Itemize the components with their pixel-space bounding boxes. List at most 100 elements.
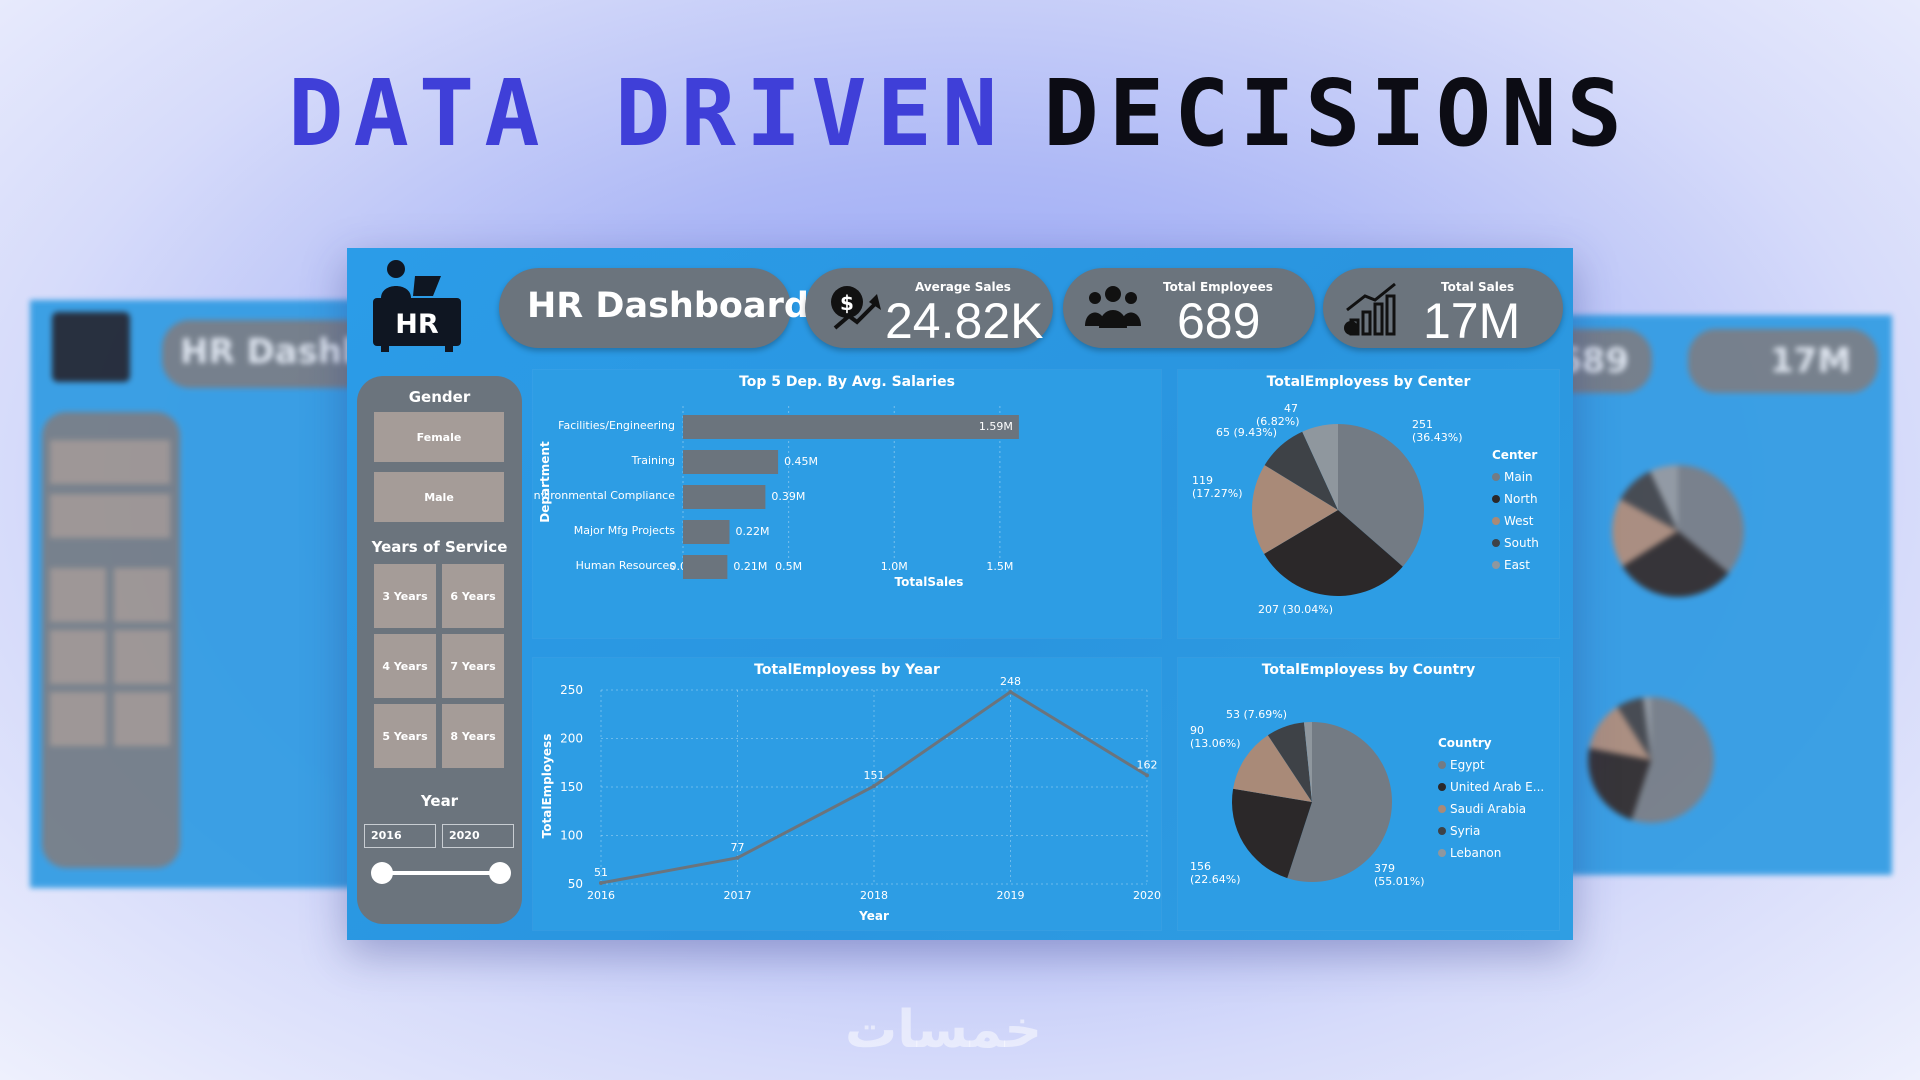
category-label: Training [631,454,675,467]
data-label: 151 [864,769,885,782]
country-pie-chart: 379(55.01%) 156(22.64%) 90(13.06%) 53 (7.69… [1190,708,1425,888]
years-button-3[interactable]: 3 Years [374,564,436,628]
gender-button-male[interactable]: Male [374,472,504,522]
category-label: Environmental Compliance [533,489,675,502]
gender-button-female[interactable]: Female [374,412,504,462]
y-tick-label: 150 [560,780,583,794]
sales-chart-icon [1344,282,1396,336]
slice-label: 119 [1192,474,1213,487]
pie-slice [1252,465,1338,554]
legend-item[interactable]: Lebanon [1438,846,1544,860]
slice-label: 156 [1190,860,1211,873]
x-tick-label: 2019 [997,889,1025,902]
years-button-8[interactable]: 8 Years [442,704,504,768]
bar [683,555,728,579]
years-button-5[interactable]: 5 Years [374,704,436,768]
kpi-card-total-employees[interactable]: Total Employees 689 [1063,268,1315,349]
legend-title: Center [1492,448,1538,462]
legend-item[interactable]: North [1492,492,1539,506]
center-pie-chart: 251(36.43%) 207 (30.04%) 119(17.27%) 65 (9.… [1192,402,1463,616]
legend-swatch [1492,473,1500,481]
bar-value-label: 0.22M [735,525,769,538]
country-pie-title: TotalEmployess by Country [1261,662,1476,678]
headline-part-2: DECISIONS [1043,60,1632,167]
data-label: 51 [594,866,608,879]
year-from-input[interactable]: 2016 [364,824,436,848]
line-chart-title: TotalEmployess by Year [754,662,940,678]
kpi-card-average-sales[interactable]: $ Average Sales 24.82K [805,268,1053,349]
y-axis-title: TotalEmployess [540,734,554,839]
kpi-label-total-employees: Total Employees [1163,280,1273,294]
x-tick-label: 1.5M [986,560,1013,573]
year-slider-end-handle[interactable] [489,862,511,884]
slice-percent-label: (55.01%) [1374,875,1425,888]
x-tick-label: 2017 [724,889,752,902]
x-tick-label: 2018 [860,889,888,902]
legend-label: West [1504,514,1534,528]
x-tick-label: 1.0M [881,560,908,573]
data-point [599,881,603,886]
hr-logo-icon: HR [373,260,461,352]
legend-item[interactable]: Syria [1438,824,1544,838]
x-tick-label: 2016 [587,889,615,902]
legend-label: Lebanon [1450,846,1502,860]
year-slider-start-handle[interactable] [371,862,393,884]
pie-slice [1303,722,1312,802]
slice-label: 53 (7.69%) [1226,708,1287,721]
legend-item[interactable]: West [1492,514,1539,528]
legend-label: United Arab E... [1450,780,1545,794]
pie-slice [1232,788,1312,879]
years-button-7[interactable]: 7 Years [442,634,504,698]
kpi-value-total-sales: 17M [1423,293,1521,349]
center-pie-title: TotalEmployess by Center [1266,374,1471,390]
legend-item[interactable]: Saudi Arabia [1438,802,1544,816]
legend-swatch [1492,539,1500,547]
x-tick-label: 2020 [1133,889,1161,902]
pie-slice [1338,424,1424,567]
category-label: Human Resources [576,559,676,572]
legend-label: North [1504,492,1538,506]
filter-panel: Gender Female Male Years of Service 3 Ye… [357,376,522,924]
year-slider-track[interactable] [381,871,501,875]
legend-item[interactable]: Egypt [1438,758,1544,772]
preview-sales: 17M [1770,341,1852,381]
category-label: Facilities/Engineering [558,419,675,432]
bar [683,485,766,509]
year-to-input[interactable]: 2020 [442,824,514,848]
slice-label: 65 (9.43%) [1216,426,1277,439]
country-legend: Country Egypt United Arab E... Saudi Arabia… [1438,736,1544,868]
bar-value-label: 0.39M [771,490,805,503]
data-point [735,855,740,860]
data-point [1145,773,1149,778]
kpi-card-total-sales[interactable]: Total Sales 17M [1323,268,1563,349]
pie-slice [1264,510,1403,596]
svg-text:$: $ [840,291,854,315]
legend-swatch [1492,561,1500,569]
data-label: 248 [1000,675,1021,688]
slice-label: 251 [1412,418,1433,431]
legend-label: Egypt [1450,758,1485,772]
data-label: 77 [731,841,745,854]
slice-label: 47 [1284,402,1298,415]
legend-swatch [1492,495,1500,503]
y-tick-label: 200 [560,732,583,746]
preview-pie-2 [1588,697,1714,823]
pie-slice [1287,722,1392,882]
data-point [1008,689,1013,694]
years-button-6[interactable]: 6 Years [442,564,504,628]
watermark-logo: خمسات [845,1000,1043,1060]
x-tick-label: 0.5M [775,560,802,573]
legend-item[interactable]: Main [1492,470,1539,484]
legend-item[interactable]: East [1492,558,1539,572]
preview-title: HR Dashbo [180,332,380,372]
legend-swatch [1438,805,1446,813]
legend-item[interactable]: South [1492,536,1539,550]
years-button-4[interactable]: 4 Years [374,634,436,698]
bar-chart-title: Top 5 Dep. By Avg. Salaries [739,374,955,390]
hr-dashboard: HR HR Dashboard $ Average Sales 24.82K T… [347,248,1573,940]
legend-title: Country [1438,736,1492,750]
slice-percent-label: (17.27%) [1192,487,1243,500]
legend-item[interactable]: United Arab E... [1438,780,1544,794]
bar [683,415,1019,439]
legend-swatch [1438,761,1446,769]
